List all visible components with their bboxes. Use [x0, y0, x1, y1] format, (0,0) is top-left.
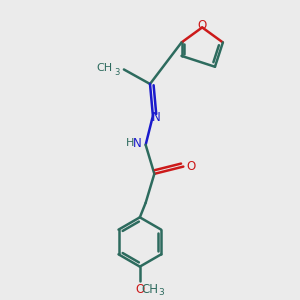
- Text: N: N: [133, 137, 141, 150]
- Text: CH: CH: [142, 283, 158, 296]
- Text: O: O: [186, 160, 195, 173]
- Text: O: O: [135, 283, 145, 296]
- Text: CH: CH: [97, 63, 113, 73]
- Text: N: N: [152, 111, 161, 124]
- Text: H: H: [125, 138, 134, 148]
- Text: 3: 3: [114, 68, 120, 77]
- Text: O: O: [198, 19, 207, 32]
- Text: 3: 3: [158, 288, 164, 297]
